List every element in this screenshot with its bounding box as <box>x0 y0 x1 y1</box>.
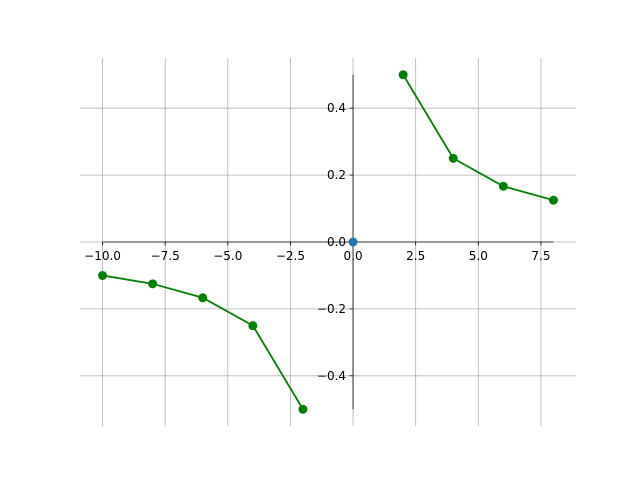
data-point <box>348 237 358 247</box>
data-point <box>198 293 208 303</box>
x-tick-label: −5.0 <box>213 249 242 263</box>
data-point <box>148 279 158 289</box>
y-tick-label: 0.2 <box>327 168 346 182</box>
data-point <box>248 321 258 331</box>
data-point <box>398 70 408 80</box>
y-tick-label: 0.4 <box>327 101 346 115</box>
y-tick-label: −0.2 <box>317 302 346 316</box>
y-tick-label: 0.0 <box>327 235 346 249</box>
x-tick-label: −7.5 <box>151 249 180 263</box>
data-point <box>98 270 108 280</box>
data-point <box>448 153 458 163</box>
y-tick-label: −0.4 <box>317 369 346 383</box>
data-point <box>548 195 558 205</box>
data-point <box>298 404 308 414</box>
x-tick-label: −2.5 <box>276 249 305 263</box>
x-tick-label: 7.5 <box>531 249 550 263</box>
x-tick-label: 5.0 <box>469 249 488 263</box>
x-tick-label: −10.0 <box>84 249 121 263</box>
x-tick-label: 0.0 <box>344 249 363 263</box>
data-point <box>498 181 508 191</box>
x-tick-label: 2.5 <box>406 249 425 263</box>
